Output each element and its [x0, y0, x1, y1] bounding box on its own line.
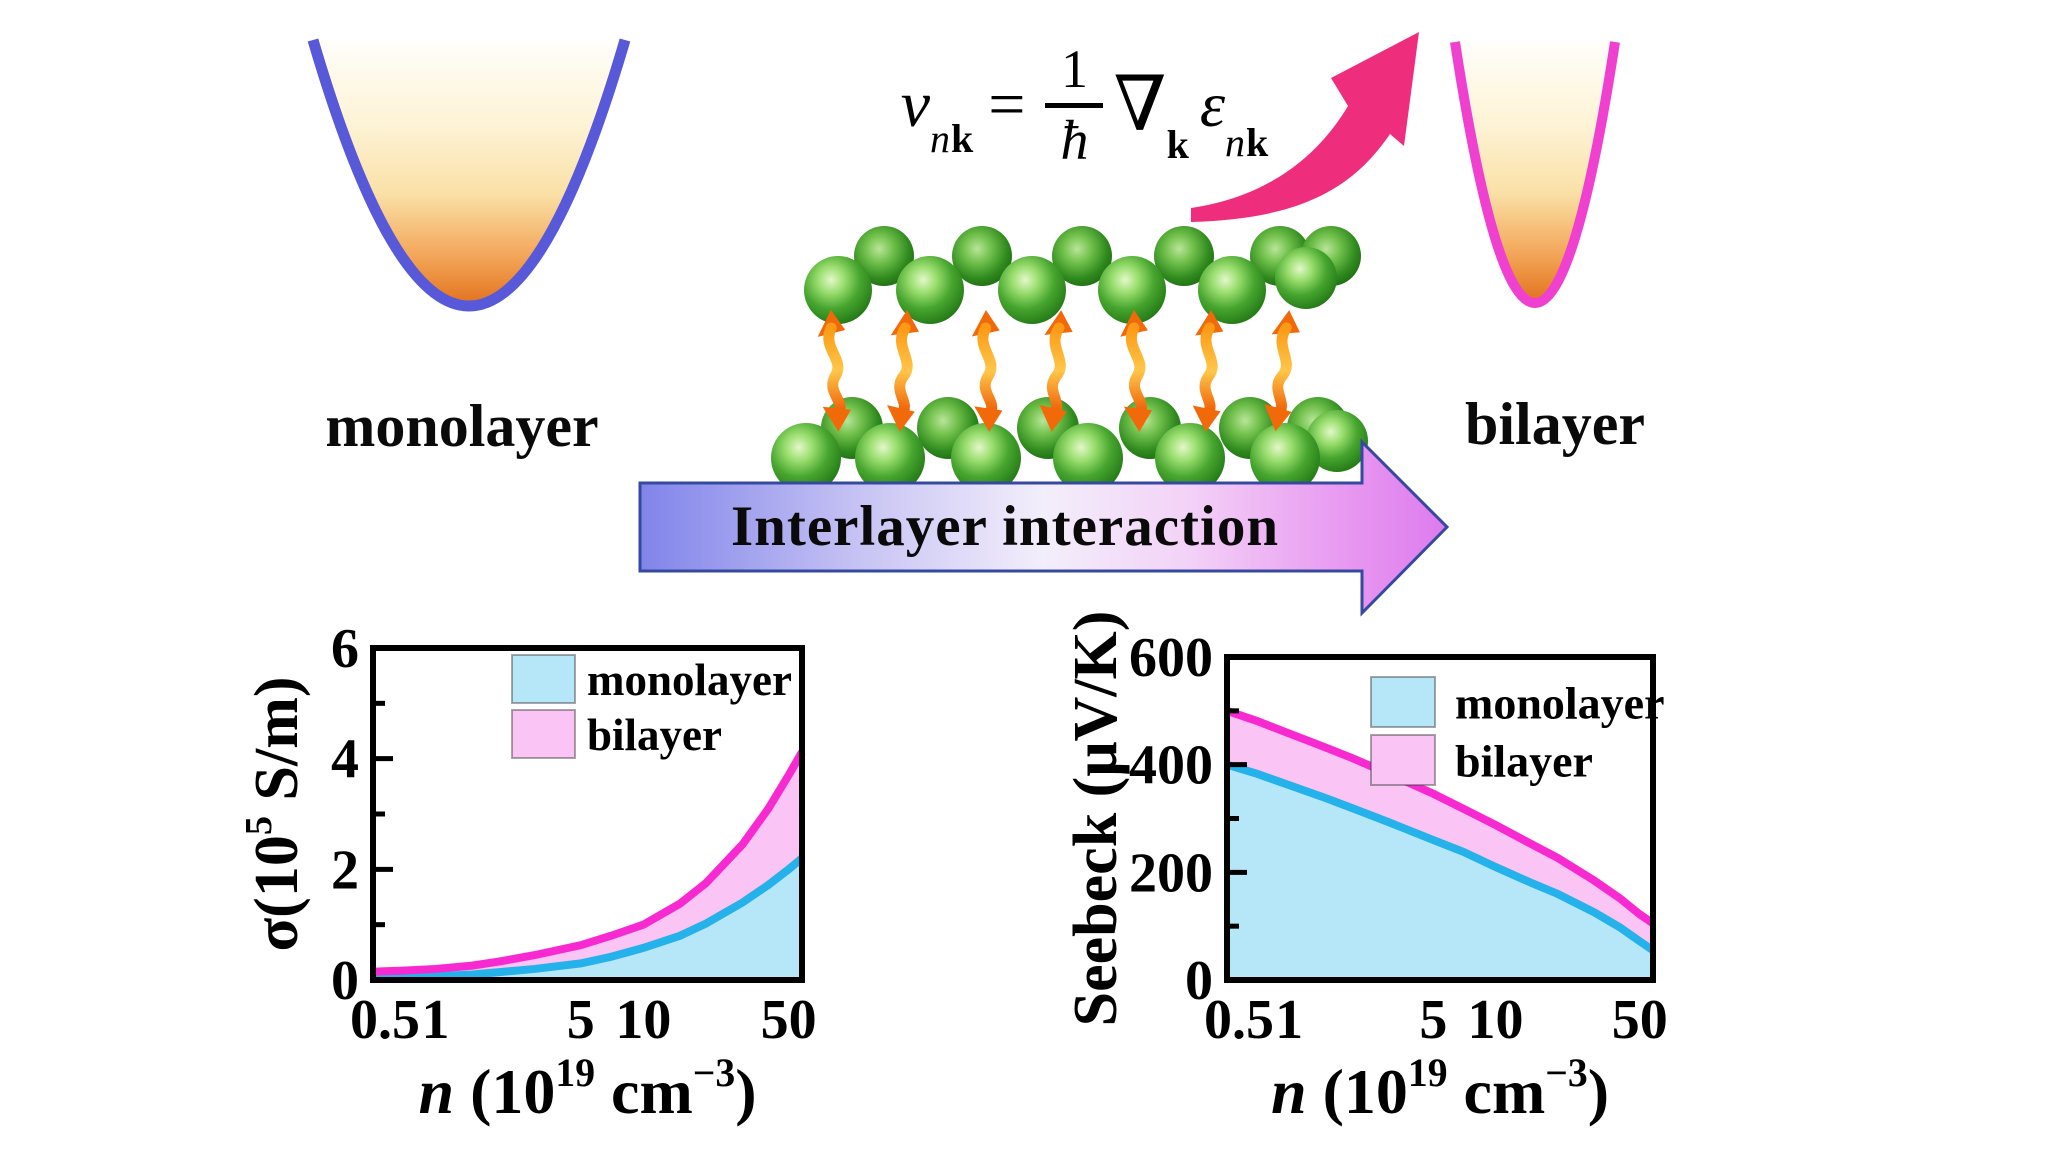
eq-nabla: ∇ — [1113, 63, 1167, 147]
eq-epsilon: ε — [1199, 69, 1226, 140]
x-tick-label: 10 — [615, 989, 671, 1051]
atom-sphere — [1098, 256, 1166, 324]
y-axis-label: σ(105 S/m) — [238, 676, 311, 951]
x-tick-label: 10 — [1467, 989, 1523, 1051]
atom-sphere — [1250, 423, 1320, 493]
y-tick-label: 2 — [331, 839, 359, 901]
coupling-arrow-icon — [886, 309, 920, 432]
atom-sphere — [1052, 226, 1112, 286]
x-axis-label: n (1019 cm−3) — [418, 1051, 756, 1127]
y-tick-label: 4 — [331, 729, 359, 791]
monolayer-area — [373, 858, 802, 980]
y-tick-label: 6 — [331, 618, 359, 680]
eq-equals-sign: = — [988, 68, 1026, 141]
seebeck-chart: 0 200 400 600 0.5 1 5 10 50 Seebeck (μV/K) n (1019… — [1062, 611, 1668, 1127]
eq-fraction: 1 ħ — [1045, 42, 1104, 169]
atom-sphere — [804, 256, 872, 324]
bilayer-area — [373, 752, 802, 978]
atom-sphere — [1306, 410, 1368, 472]
eq-velocity-symbol: vnk — [900, 68, 975, 161]
atom-sphere — [951, 423, 1021, 493]
legend-swatch-bilayer — [1370, 734, 1436, 786]
plot-border — [1224, 654, 1656, 983]
bilayer-band-parabola — [1450, 41, 1620, 308]
swoosh-arrow — [1191, 32, 1419, 222]
x-tick-label: 1 — [1275, 989, 1303, 1051]
y-tick-label: 600 — [1129, 627, 1213, 689]
y-tick-label: 0 — [1185, 950, 1213, 1012]
atom-sphere — [771, 423, 841, 493]
monolayer-area — [1227, 764, 1653, 980]
x-axis-label: n (1019 cm−3) — [1271, 1051, 1609, 1127]
atom-sphere — [1198, 256, 1266, 324]
y-axis-label: Seebeck (μV/K) — [1062, 611, 1130, 1027]
y-tick-label: 400 — [1129, 735, 1213, 797]
legend-label-bilayer: bilayer — [587, 710, 722, 760]
y-tick-label: 0 — [331, 950, 359, 1012]
legend-swatch-monolayer — [1370, 676, 1436, 728]
eq-nabla-subscript: k — [1166, 122, 1190, 167]
plot-border — [370, 645, 805, 983]
x-tick-label: 5 — [567, 989, 595, 1051]
monolayer-curve — [1225, 760, 1656, 954]
coupling-arrow-icon — [1192, 310, 1224, 433]
atom-sphere — [952, 226, 1012, 286]
fraction-bar — [1045, 102, 1104, 108]
atom-sphere — [1053, 423, 1123, 493]
monolayer-curve — [372, 855, 805, 982]
bilayer-curve — [372, 750, 806, 976]
atom-sphere — [896, 256, 964, 324]
band-velocity-equation: vnk = 1 ħ ∇ k ε nk — [855, 10, 1315, 200]
y-tick-label: 200 — [1129, 842, 1213, 904]
coupling-arrow-icon — [971, 310, 1003, 433]
atom-sphere — [855, 423, 925, 493]
bilayer-curve — [1225, 707, 1656, 927]
x-tick-label: 0.5 — [1204, 989, 1274, 1051]
atom-sphere — [1154, 226, 1214, 286]
x-tick-label: 50 — [761, 989, 817, 1051]
interlayer-interaction-label: Interlayer interaction — [730, 495, 1280, 558]
bilayer-area — [1227, 710, 1653, 951]
monolayer-band-parabola — [307, 38, 631, 312]
x-tick-label: 5 — [1419, 989, 1447, 1051]
legend-label-bilayer: bilayer — [1455, 736, 1593, 787]
x-tick-label: 50 — [1612, 989, 1668, 1051]
coupling-arrow-icon — [816, 309, 852, 433]
interlayer-interaction-arrow — [638, 438, 1450, 617]
atom-sphere — [854, 226, 914, 286]
bilayer-label: bilayer — [1465, 391, 1645, 457]
bilayer-atoms — [771, 226, 1368, 493]
legend-label-monolayer: monolayer — [1455, 678, 1665, 729]
monolayer-label: monolayer — [325, 393, 599, 459]
legend-label-monolayer: monolayer — [587, 655, 792, 705]
conductivity-chart: 0 2 4 6 0.5 1 5 10 50 σ(105 S/m) n (1019 cm−3) mono… — [238, 618, 817, 1127]
atom-sphere — [998, 256, 1066, 324]
eq-epsilon-subscript: nk — [1225, 120, 1270, 165]
atom-sphere — [1155, 423, 1225, 493]
atom-sphere — [1275, 247, 1337, 309]
x-tick-label: 1 — [422, 989, 450, 1051]
x-tick-label: 0.5 — [350, 989, 420, 1051]
legend-swatch-monolayer — [511, 654, 576, 704]
legend-swatch-bilayer — [511, 709, 576, 759]
